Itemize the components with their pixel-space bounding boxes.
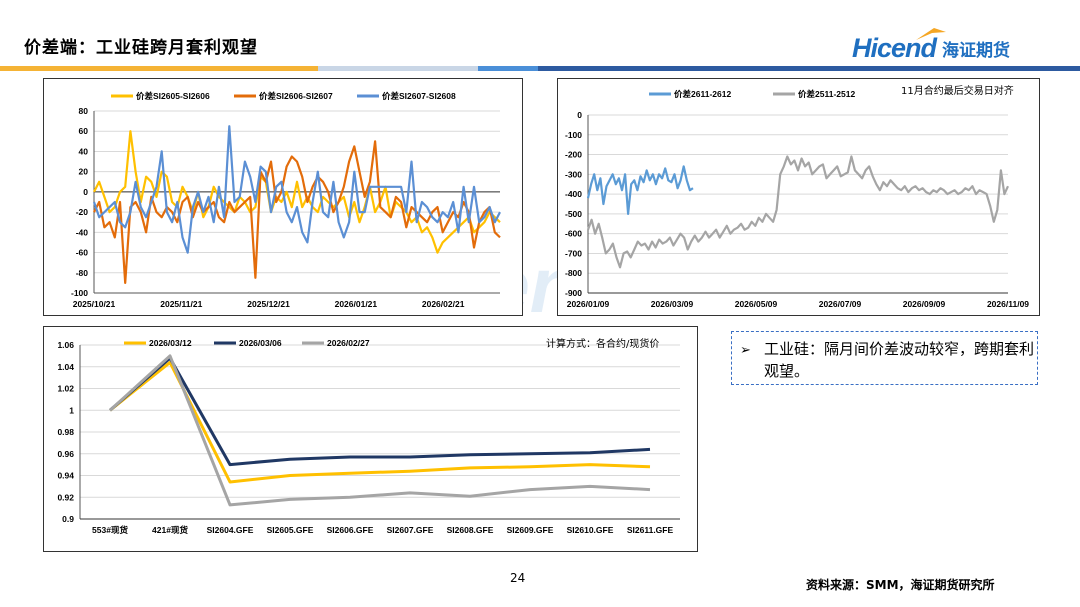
chart-panel-spreads: 80 60 40 20 0 -20 -40 -60 -80 -100 2025/10/21 2025/…	[43, 78, 523, 316]
y-tick-label: 80	[79, 106, 89, 116]
series-line	[109, 356, 651, 467]
header-band-lightgray	[318, 66, 478, 71]
bullet-arrow-icon: ➢	[740, 343, 751, 358]
logo-text: Hicend	[852, 32, 937, 63]
x-tick-label: 2025/10/21	[73, 299, 116, 309]
y-tick-label: -100	[71, 288, 88, 298]
legend-label: 价差2511-2512	[798, 89, 855, 99]
y-tick-label: -100	[565, 130, 582, 140]
page-number: 24	[510, 571, 526, 585]
y-tick-label: 60	[79, 126, 89, 136]
y-tick-label: -400	[565, 189, 582, 199]
legend-label: 2026/03/12	[149, 338, 192, 348]
y-tick-label: 1.04	[57, 362, 74, 372]
header-band-blue	[478, 66, 538, 71]
x-tick-label: SI2608.GFE	[447, 525, 494, 535]
chart-panel-contract-spreads: 0 -100 -200 -300 -400 -500 -600 -700 -800 -900 202…	[557, 78, 1040, 316]
header-band-orange	[0, 66, 318, 71]
x-tick-label: 2026/09/09	[903, 299, 946, 309]
x-tick-label: SI2610.GFE	[567, 525, 614, 535]
logo-chinese-name: 海证期货	[942, 40, 1011, 61]
brand-logo: Hicend 海证期货	[852, 28, 1011, 66]
chart-annotation: 11月合约最后交易日对齐	[901, 84, 1014, 97]
y-tick-label: -800	[565, 268, 582, 278]
x-tick-label: SI2606.GFE	[327, 525, 374, 535]
x-tick-label: 2025/11/21	[160, 299, 202, 309]
y-tick-label: 0	[577, 110, 582, 120]
y-tick-label: 0	[83, 187, 88, 197]
header-band-gray	[538, 66, 1080, 71]
x-tick-label: SI2605.GFE	[267, 525, 314, 535]
logo-swoosh-icon	[916, 28, 946, 40]
series-line	[586, 155, 1010, 269]
y-tick-label: 1.02	[57, 384, 74, 394]
y-tick-label: -200	[565, 150, 582, 160]
y-tick-label: -500	[565, 209, 582, 219]
y-tick-label: -20	[76, 207, 89, 217]
y-tick-label: -600	[565, 229, 582, 239]
legend-label: 价差SI2606-SI2607	[259, 91, 333, 101]
y-tick-label: -60	[76, 248, 89, 258]
y-tick-label: -700	[565, 248, 582, 258]
y-tick-label: 0.92	[57, 492, 74, 502]
x-tick-label: SI2607.GFE	[387, 525, 434, 535]
x-tick-label: 553#现货	[92, 525, 128, 535]
x-tick-label: SI2611.GFE	[627, 525, 674, 535]
x-tick-label: SI2604.GFE	[207, 525, 254, 535]
x-tick-label: 2026/02/21	[422, 299, 465, 309]
legend-label: 2026/02/27	[327, 338, 370, 348]
chart-panel-curve: 1.06 1.04 1.02 1 0.98 0.96 0.94 0.92 0.9 553#现货 42…	[43, 326, 698, 552]
x-tick-label: 2025/12/21	[247, 299, 290, 309]
y-tick-label: 0.98	[57, 427, 74, 437]
x-tick-label: 2026/01/21	[335, 299, 378, 309]
x-tick-label: SI2609.GFE	[507, 525, 554, 535]
legend-label: 价差2611-2612	[674, 89, 731, 99]
contract-spread-chart-svg: 0-100-200-300-400-500-600-700-800-900202…	[565, 84, 1029, 309]
x-tick-label: 2026/07/09	[819, 299, 862, 309]
x-tick-label: 2026/05/09	[735, 299, 778, 309]
x-tick-label: 421#现货	[152, 525, 188, 535]
y-tick-label: 40	[79, 146, 89, 156]
y-tick-label: -900	[565, 288, 582, 298]
y-tick-label: 1.06	[57, 340, 74, 350]
series-line	[92, 125, 501, 254]
series-line	[586, 165, 694, 215]
forward-curve-chart-svg: 1.06 1.04 1.02 1 0.98 0.96 0.94 0.92 0.9 553#现货 42…	[57, 337, 680, 535]
x-tick-label: 2026/11/09	[987, 299, 1029, 309]
legend-label: 2026/03/06	[239, 338, 282, 348]
series-line	[93, 140, 501, 284]
y-tick-label: -40	[76, 227, 89, 237]
y-tick-label: 1	[69, 405, 74, 415]
y-tick-label: 0.9	[62, 514, 74, 524]
y-tick-label: 20	[79, 167, 89, 177]
y-tick-label: 0.96	[57, 449, 74, 459]
analysis-note-box: ➢ 工业硅：隔月间价差波动较窄，跨期套利观望。	[731, 331, 1038, 385]
y-tick-label: 0.94	[57, 471, 74, 481]
page-title: 价差端：工业硅跨月套利观望	[24, 38, 258, 58]
series-line	[93, 130, 501, 254]
series-line	[109, 360, 651, 484]
data-source: 资料来源：SMM，海证期货研究所	[806, 578, 995, 592]
legend-label: 价差SI2607-SI2608	[382, 91, 456, 101]
analysis-note-text: 工业硅：隔月间价差波动较窄，跨期套利观望。	[764, 340, 1035, 380]
series-line	[108, 354, 651, 507]
y-tick-label: -300	[565, 169, 582, 179]
x-tick-label: 2026/03/09	[651, 299, 694, 309]
legend-label: 价差SI2605-SI2606	[136, 91, 210, 101]
chart-annotation: 计算方式：各合约/现货价	[546, 337, 659, 350]
x-tick-label: 2026/01/09	[567, 299, 610, 309]
y-tick-label: -80	[76, 268, 89, 278]
